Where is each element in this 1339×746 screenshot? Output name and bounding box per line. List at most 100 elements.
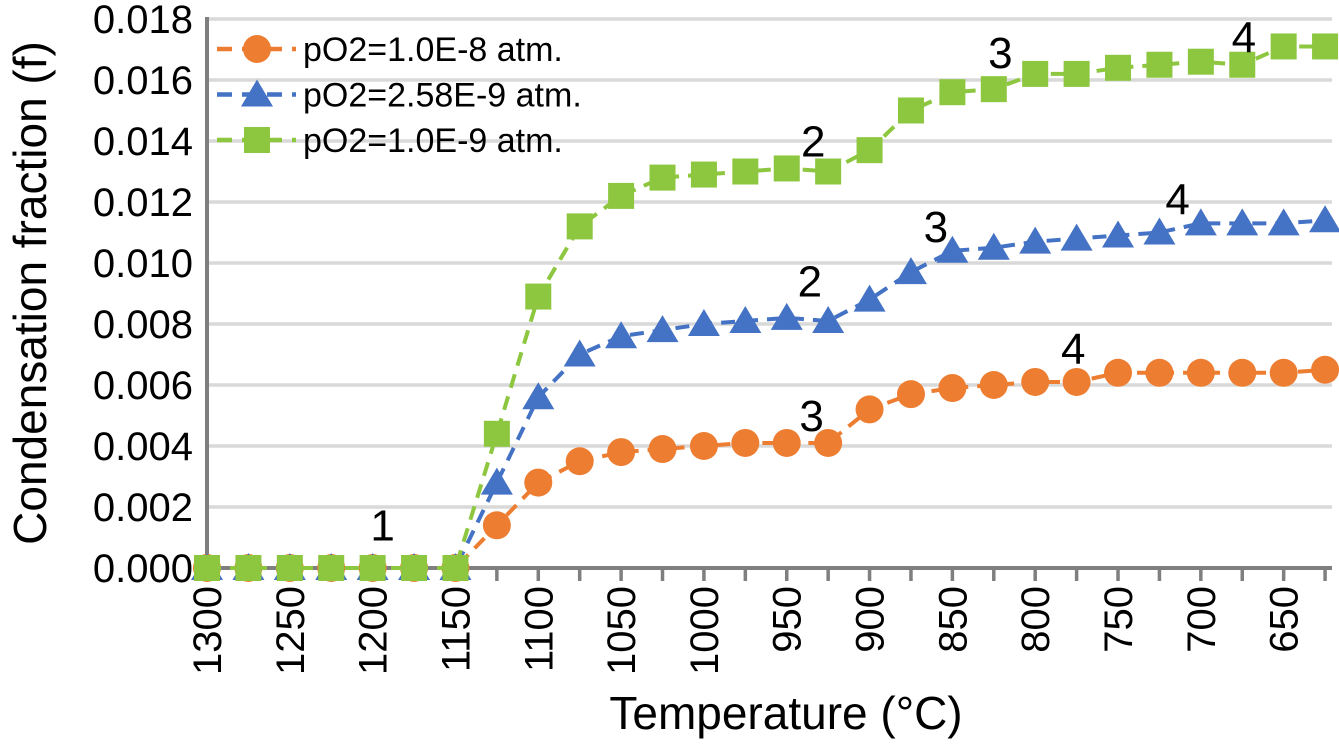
y-tick-label: 0.004 bbox=[93, 425, 193, 469]
data-point-marker-triangle bbox=[1309, 205, 1339, 233]
x-tick-label-group: 850 bbox=[931, 586, 975, 653]
data-point-marker-triangle bbox=[894, 257, 927, 285]
x-tick-label: 850 bbox=[931, 586, 975, 653]
data-point-marker-triangle bbox=[1184, 208, 1217, 236]
data-point-marker-circle bbox=[1269, 358, 1298, 387]
step-annotation: 3 bbox=[988, 29, 1012, 78]
x-tick-label-group: 800 bbox=[1014, 586, 1058, 653]
data-point-marker-square bbox=[773, 155, 800, 182]
data-point-marker-circle bbox=[1104, 358, 1133, 387]
data-point-marker-triangle bbox=[522, 382, 555, 410]
data-point-marker-circle bbox=[648, 435, 677, 464]
data-point-marker-triangle bbox=[936, 235, 969, 263]
data-point-marker-square bbox=[276, 555, 303, 581]
data-point-marker-square bbox=[1063, 60, 1090, 87]
x-tick-label: 1100 bbox=[517, 586, 561, 672]
y-axis-title: Condensation fraction (f) bbox=[4, 41, 56, 545]
x-tick-label: 1300 bbox=[186, 586, 230, 675]
series-line bbox=[207, 44, 1326, 570]
step-annotation: 2 bbox=[798, 258, 822, 307]
data-point-marker-triangle bbox=[605, 321, 638, 349]
data-point-marker-square bbox=[566, 213, 593, 240]
data-point-marker-square bbox=[1105, 54, 1132, 81]
data-point-marker-square bbox=[939, 79, 966, 106]
x-tick-label: 950 bbox=[766, 586, 810, 653]
data-point-marker-square bbox=[649, 164, 676, 191]
data-point-marker-circle bbox=[607, 438, 636, 467]
data-point-marker-circle bbox=[731, 428, 760, 457]
data-point-marker-square bbox=[1270, 33, 1297, 60]
data-point-marker-square bbox=[442, 555, 469, 581]
data-point-marker-triangle bbox=[1226, 208, 1259, 236]
x-axis-title: Temperature (°C) bbox=[609, 687, 962, 739]
data-point-marker-square bbox=[483, 420, 510, 447]
y-tick-label: 0.008 bbox=[93, 303, 193, 347]
data-point-marker-square bbox=[732, 158, 759, 185]
step-annotation: 1 bbox=[370, 502, 394, 551]
x-tick-label: 1200 bbox=[352, 586, 396, 675]
x-tick-label-group: 1050 bbox=[600, 586, 644, 675]
legend-label: pO2=2.58E-9 atm. bbox=[303, 76, 582, 114]
data-point-marker-square bbox=[1187, 48, 1214, 75]
data-point-marker-triangle bbox=[1060, 223, 1093, 251]
data-point-marker-square bbox=[235, 555, 262, 581]
legend-item: pO2=1.0E-9 atm. bbox=[217, 122, 563, 160]
y-tick-label: 0.012 bbox=[93, 181, 193, 225]
x-tick-label-group: 700 bbox=[1180, 586, 1224, 653]
data-point-marker-triangle bbox=[729, 305, 762, 333]
x-tick-label: 1050 bbox=[600, 586, 644, 675]
data-point-marker-square bbox=[980, 76, 1007, 103]
data-point-marker-square bbox=[897, 97, 924, 124]
data-point-marker-square bbox=[318, 555, 345, 581]
data-point-marker-circle bbox=[1186, 358, 1215, 387]
legend-label: pO2=1.0E-8 atm. bbox=[303, 31, 563, 69]
legend: pO2=1.0E-8 atm. pO2=2.58E-9 atm. pO2=1.0E-… bbox=[217, 31, 582, 160]
data-point-marker-circle bbox=[1228, 358, 1257, 387]
x-tick-label-group: 1000 bbox=[683, 586, 727, 675]
data-point-marker-circle bbox=[482, 511, 511, 540]
step-annotation: 3 bbox=[799, 392, 823, 441]
legend-square-icon bbox=[244, 127, 270, 153]
data-point-marker-triangle bbox=[977, 232, 1010, 260]
data-point-marker-circle bbox=[896, 380, 925, 409]
data-point-marker-circle bbox=[1062, 367, 1091, 396]
x-tick-label-group: 1200 bbox=[352, 586, 396, 675]
legend-circle-icon bbox=[243, 35, 271, 63]
x-tick-label-group: 1100 bbox=[517, 586, 561, 672]
data-point-marker-square bbox=[525, 283, 552, 310]
x-tick-label-group: 900 bbox=[849, 586, 893, 653]
data-point-marker-triangle bbox=[480, 467, 513, 495]
x-tick-label: 700 bbox=[1180, 586, 1224, 653]
data-point-marker-square bbox=[1022, 60, 1049, 87]
x-tick-label: 900 bbox=[849, 586, 893, 653]
y-tick-label: 0.018 bbox=[93, 0, 193, 42]
data-point-marker-triangle bbox=[1102, 220, 1135, 248]
y-tick-label: 0.010 bbox=[93, 242, 193, 286]
x-tick-label: 650 bbox=[1263, 586, 1307, 653]
x-tick-label: 1250 bbox=[269, 586, 313, 675]
x-tick-label-group: 950 bbox=[766, 586, 810, 653]
data-point-marker-circle bbox=[689, 432, 718, 460]
step-annotation: 2 bbox=[801, 117, 825, 166]
data-point-marker-circle bbox=[772, 428, 801, 457]
y-tick-label: 0.016 bbox=[93, 59, 193, 103]
data-point-marker-triangle bbox=[646, 315, 679, 343]
data-point-marker-square bbox=[690, 161, 717, 188]
y-tick-label: 0.014 bbox=[93, 120, 193, 164]
data-point-marker-square bbox=[359, 555, 386, 581]
legend-item: pO2=1.0E-8 atm. bbox=[217, 31, 563, 69]
step-annotation: 4 bbox=[1165, 175, 1189, 224]
x-tick-label: 1000 bbox=[683, 586, 727, 675]
data-point-marker-circle bbox=[1021, 367, 1050, 396]
data-point-marker-circle bbox=[938, 374, 967, 403]
x-tick-label: 800 bbox=[1014, 586, 1058, 653]
data-point-marker-triangle bbox=[563, 339, 596, 367]
x-tick-label-group: 1150 bbox=[434, 586, 478, 672]
legend-item: pO2=2.58E-9 atm. bbox=[217, 76, 582, 114]
data-point-marker-square bbox=[608, 182, 635, 209]
data-point-marker-circle bbox=[979, 371, 1008, 399]
x-tick-label-group: 1250 bbox=[269, 586, 313, 675]
step-annotation: 4 bbox=[1232, 14, 1256, 63]
data-point-marker-square bbox=[194, 555, 220, 581]
